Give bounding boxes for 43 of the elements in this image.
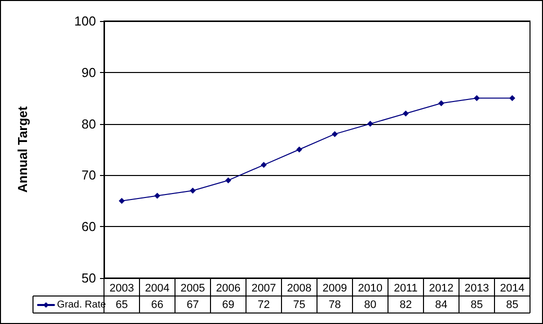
- point: [154, 192, 160, 199]
- x-tick-label: 2008: [287, 282, 312, 294]
- y-tick-label: 70: [82, 168, 96, 183]
- y-tick-label: 50: [82, 270, 96, 286]
- x-tick-label: 2012: [429, 282, 454, 294]
- x-tick-label: 2006: [216, 282, 240, 294]
- data-label: 78: [328, 299, 341, 311]
- x-tick-label: 2005: [180, 282, 205, 294]
- data-label: 85: [506, 299, 518, 311]
- point: [474, 95, 480, 102]
- point: [190, 188, 196, 194]
- y-tick-label: 80: [82, 116, 96, 132]
- x-tick-label: 2013: [464, 282, 489, 294]
- point: [260, 162, 267, 168]
- y-tick-label: 100: [74, 14, 96, 28]
- x-tick-label: 2004: [145, 282, 170, 294]
- data-label: 85: [470, 299, 483, 311]
- point: [438, 100, 444, 106]
- data-label: 84: [435, 299, 448, 311]
- x-tick-label: 2010: [358, 282, 382, 294]
- point: [296, 146, 302, 152]
- point: [332, 131, 338, 138]
- point: [118, 198, 125, 204]
- y-tick-label: 90: [82, 64, 96, 80]
- point: [509, 95, 516, 102]
- point: [367, 120, 374, 127]
- data-label: 82: [400, 299, 412, 311]
- data-label: 80: [364, 299, 376, 311]
- data-label: 67: [186, 299, 199, 311]
- y-tick-label: 60: [82, 219, 96, 234]
- y-axis-title: Annual Target: [15, 106, 30, 193]
- point: [225, 177, 232, 184]
- x-tick-label: 2011: [394, 282, 418, 294]
- x-tick-label: 2003: [110, 282, 134, 294]
- data-label: 72: [258, 299, 270, 311]
- x-tick-label: 2007: [252, 282, 276, 294]
- data-label: 75: [293, 299, 306, 311]
- point: [402, 110, 409, 117]
- x-tick-label: 2009: [322, 282, 347, 294]
- x-tick-label: 2014: [500, 282, 524, 294]
- data-label: 66: [151, 299, 164, 311]
- data-label: 65: [116, 299, 128, 311]
- data-label: 69: [222, 299, 234, 311]
